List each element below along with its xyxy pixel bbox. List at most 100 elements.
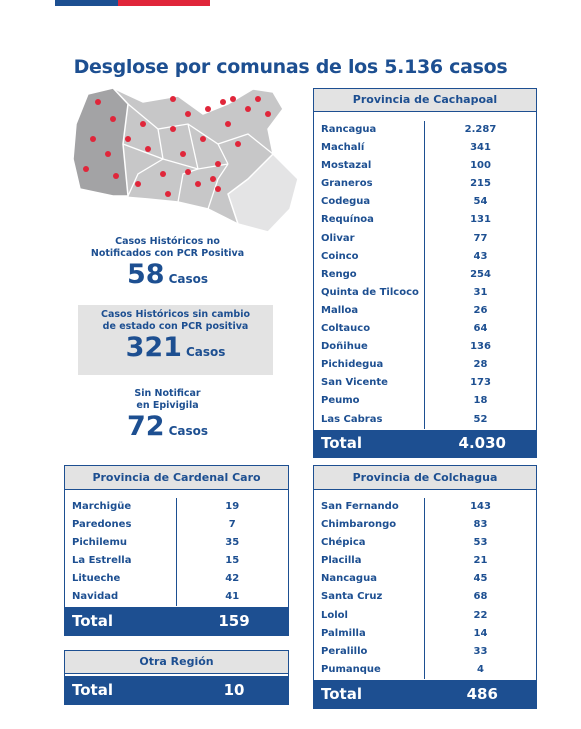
- commune-cases: 33: [473, 645, 488, 657]
- table-row: Olivar 77: [314, 229, 536, 248]
- table-row: Nancagua 45: [314, 570, 536, 589]
- table-row: Litueche 42: [65, 570, 288, 588]
- table-row: Paredones 7: [65, 516, 288, 534]
- commune-name: Las Cabras: [314, 410, 425, 429]
- table: Otra Región Total 10: [64, 650, 289, 705]
- commune-name: Navidad: [65, 588, 177, 606]
- table-title: Provincia de Cardenal Caro: [65, 466, 288, 490]
- stat-number: 58: [126, 259, 165, 290]
- stat: Casos Históricos sin cambio de estado con…: [78, 309, 273, 367]
- table: Provincia de Cardenal Caro Marchigüe 19 Par…: [64, 465, 289, 636]
- stat-label: en Epivigila: [136, 400, 199, 411]
- commune-cases: 45: [473, 573, 488, 585]
- commune-cases: 53: [473, 537, 488, 549]
- commune-cases: 28: [473, 359, 488, 371]
- commune-cases: 215: [470, 178, 491, 190]
- commune-name: Requínoa: [314, 211, 425, 230]
- commune-cases: 7: [228, 519, 236, 530]
- table-row: Mostazal 100: [314, 157, 536, 176]
- total-row: Total 486: [314, 680, 536, 708]
- commune-name: Chimbarongo: [314, 516, 425, 535]
- commune-name: Doñihue: [314, 338, 425, 357]
- table-body: Marchigüe 19 Paredones 7 Pichilemu 35 La Estre…: [65, 490, 288, 606]
- commune-name: San Fernando: [314, 498, 425, 517]
- total-label: Total: [321, 685, 362, 703]
- commune-name: Litueche: [65, 570, 177, 588]
- table-row: Quinta de Tilcoco 31: [314, 283, 536, 302]
- commune-cases: 77: [473, 232, 488, 244]
- commune-name: Lolol: [314, 606, 425, 625]
- table-row: Coinco 43: [314, 247, 536, 266]
- commune-name: Pichidegua: [314, 356, 425, 375]
- stat-unit: Casos: [168, 272, 208, 286]
- table-row: Pichidegua 28: [314, 356, 536, 375]
- total-value: 159: [218, 612, 250, 630]
- table-row: Machalí 341: [314, 139, 536, 158]
- table-row: Graneros 215: [314, 175, 536, 194]
- commune-cases: 31: [473, 286, 488, 298]
- stat-label: Casos Históricos no: [115, 236, 220, 247]
- commune-cases: 2.287: [464, 124, 497, 135]
- commune-cases: 254: [470, 268, 491, 280]
- commune-cases: 83: [473, 519, 488, 531]
- stat: Casos Históricos no Notificados con PCR P…: [70, 236, 265, 294]
- stat-label: de estado con PCR positiva: [102, 321, 249, 332]
- commune-name: Pichilemu: [65, 534, 177, 552]
- stat-value: 72 Casos: [70, 412, 265, 446]
- table-row: Requínoa 131: [314, 211, 536, 230]
- commune-cases: 15: [225, 555, 240, 566]
- commune-name: Placilla: [314, 552, 425, 571]
- table-row: Coltauco 64: [314, 320, 536, 339]
- table-row: Lolol 22: [314, 606, 536, 625]
- stat: Sin Notificar en Epivigila 72 Casos: [70, 388, 265, 446]
- table-row: Rancagua 2.287: [314, 121, 536, 140]
- map-pins: [83, 96, 271, 197]
- commune-name: Codegua: [314, 193, 425, 212]
- commune-cases: 52: [473, 413, 488, 425]
- commune-cases: 136: [470, 341, 491, 353]
- table-body: Rancagua 2.287 Machalí 341 Mostazal 100 Graner…: [314, 112, 536, 429]
- table-row: Las Cabras 52: [314, 410, 536, 429]
- table-row: Codegua 54: [314, 193, 536, 212]
- commune-name: San Vicente: [314, 374, 425, 393]
- commune-name: Nancagua: [314, 570, 425, 589]
- commune-cases: 43: [473, 250, 488, 262]
- commune-name: Santa Cruz: [314, 588, 425, 607]
- commune-name: Olivar: [314, 229, 425, 248]
- table-row: La Estrella 15: [65, 552, 288, 570]
- table-row: Chépica 53: [314, 534, 536, 553]
- table: Provincia de Cachapoal Rancagua 2.287 Macha…: [313, 88, 537, 458]
- commune-cases: 100: [470, 160, 491, 172]
- commune-name: Mostazal: [314, 157, 425, 176]
- total-value: 10: [223, 681, 245, 699]
- stat-value: 58 Casos: [70, 260, 265, 294]
- commune-name: Malloa: [314, 301, 425, 321]
- commune-name: Rengo: [314, 265, 425, 284]
- table-row: San Fernando 143: [314, 498, 536, 517]
- commune-name: Coltauco: [314, 320, 425, 339]
- commune-cases: 341: [470, 142, 491, 154]
- total-value: 486: [466, 685, 498, 703]
- total-row: Total 10: [65, 676, 288, 704]
- stat-unit: Casos: [168, 424, 208, 438]
- total-label: Total: [72, 612, 113, 630]
- table-title: Otra Región: [65, 651, 288, 674]
- commune-cases: 35: [225, 537, 240, 548]
- table-row: Doñihue 136: [314, 338, 536, 357]
- stat-value: 321 Casos: [78, 333, 273, 367]
- stat-number: 72: [126, 411, 165, 442]
- table-row: Rengo 254: [314, 265, 536, 284]
- commune-name: Pumanque: [314, 660, 425, 679]
- total-row: Total 159: [65, 607, 288, 635]
- commune-name: Palmilla: [314, 624, 425, 643]
- table-row: Peralillo 33: [314, 642, 536, 661]
- stat-label: Notificados con PCR Positiva: [90, 248, 245, 259]
- commune-cases: 21: [473, 555, 488, 567]
- commune-cases: 173: [470, 377, 491, 389]
- stat-label: Casos Históricos sin cambio: [100, 309, 251, 320]
- commune-name: Graneros: [314, 175, 425, 194]
- commune-name: Chépica: [314, 534, 425, 553]
- total-row: Total 4.030: [314, 429, 536, 457]
- commune-name: Coinco: [314, 247, 425, 266]
